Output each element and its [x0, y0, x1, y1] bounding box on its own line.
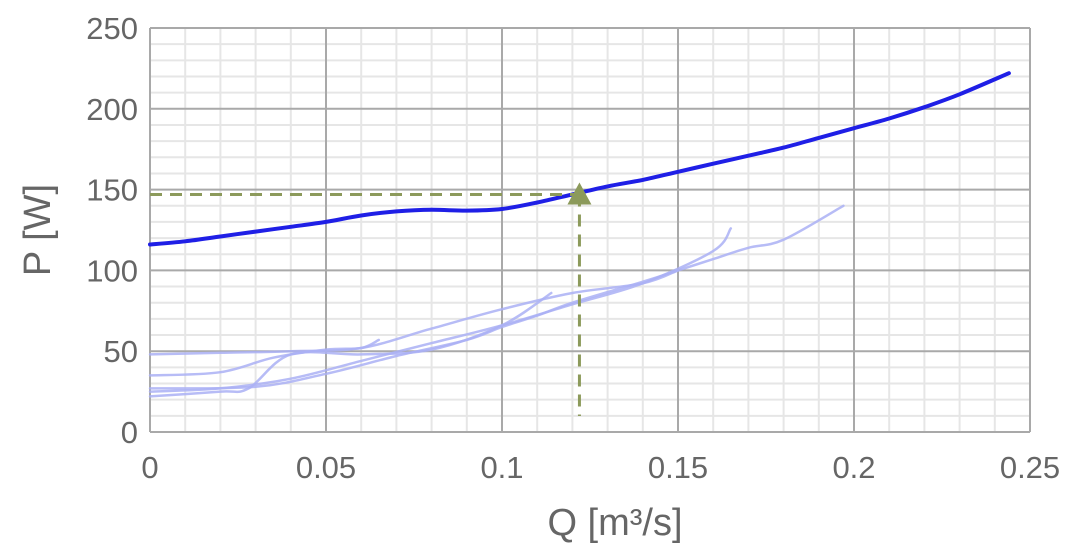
power-curve-faint — [148, 269, 680, 356]
tick-labels: 0 0.05 0.1 0.15 0.2 0.25 0 50 100 150 200 250 — [86, 11, 1060, 485]
y-tick-label: 250 — [86, 11, 138, 46]
x-tick-label: 0.15 — [648, 450, 708, 485]
y-axis-title: P [W] — [17, 184, 59, 276]
y-tick-label: 100 — [86, 253, 138, 288]
minor-grid — [150, 28, 1030, 432]
x-axis-title: Q [m³/s] — [547, 502, 682, 544]
y-tick-label: 50 — [104, 334, 138, 369]
x-tick-label: 0.05 — [296, 450, 356, 485]
y-tick-label: 0 — [121, 415, 138, 450]
y-tick-label: 200 — [86, 92, 138, 127]
operating-point-layer — [150, 182, 592, 416]
power-curve-faint — [148, 204, 845, 390]
x-tick-label: 0.1 — [480, 450, 523, 485]
y-tick-label: 150 — [86, 173, 138, 208]
operating-point-marker — [567, 182, 592, 205]
power-curve-faint — [148, 291, 553, 398]
x-tick-label: 0 — [141, 450, 158, 485]
x-tick-label: 0.25 — [1000, 450, 1060, 485]
x-tick-label: 0.2 — [832, 450, 875, 485]
